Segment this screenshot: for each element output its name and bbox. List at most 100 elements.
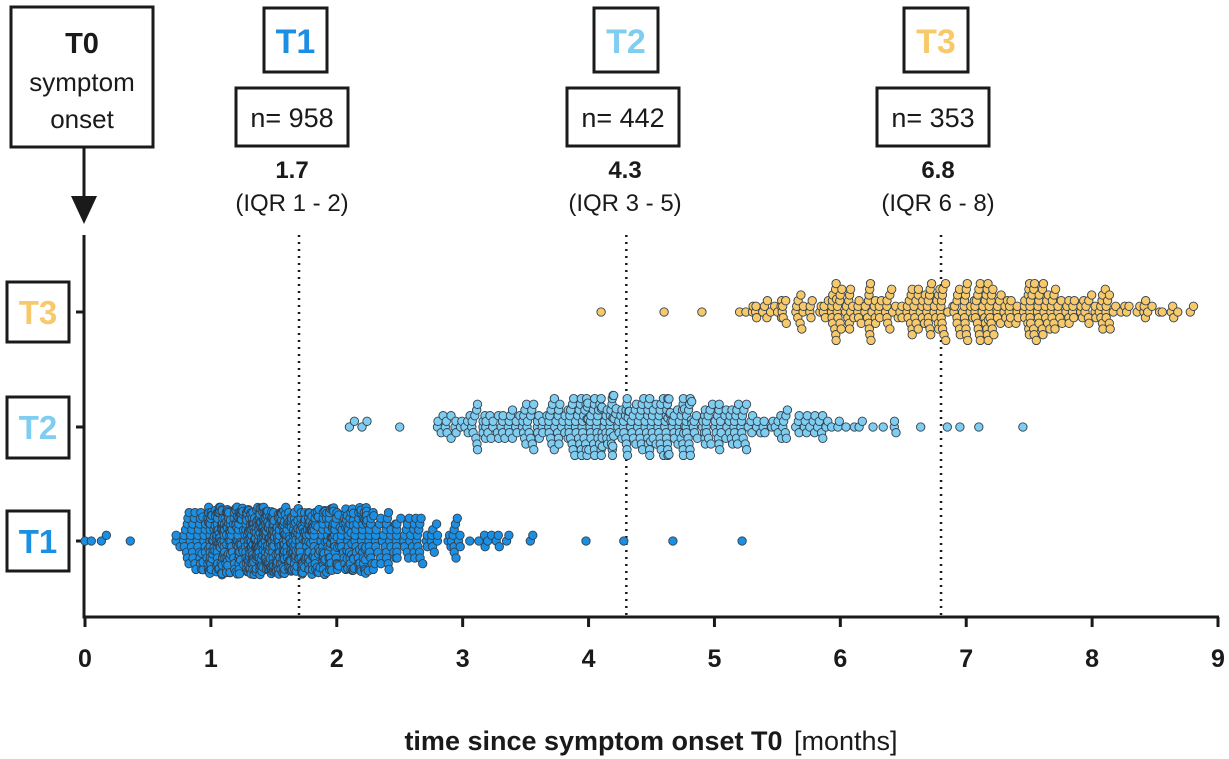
data-point-t2 — [622, 393, 632, 404]
data-point-t2 — [529, 399, 539, 409]
data-point-t2 — [741, 445, 752, 455]
x-tick-label: 0 — [78, 645, 92, 673]
x-axis-ticks: 0 1 2 3 4 5 6 7 8 9 — [76, 310, 1225, 673]
data-point-t3 — [751, 301, 761, 311]
data-point-t2 — [759, 416, 769, 426]
x-tick-label: 8 — [1085, 645, 1099, 673]
data-point-t2 — [685, 450, 696, 461]
x-tick-label: 1 — [204, 645, 218, 673]
data-point-t3 — [885, 324, 895, 334]
y-category-box-t3 — [5, 280, 71, 344]
data-point-t2 — [349, 416, 360, 426]
data-point-t3 — [1087, 290, 1097, 300]
data-point-t3 — [697, 307, 707, 317]
data-point-t2 — [609, 390, 619, 401]
data-point-t3 — [797, 324, 807, 334]
data-point-t3 — [887, 284, 897, 294]
data-point-t3 — [837, 284, 847, 294]
data-point-t2 — [596, 450, 606, 461]
data-point-t3 — [975, 278, 985, 289]
data-point-t2 — [741, 399, 752, 409]
phase-header-t2: T2 n= 442 4.3 (IQR 3 - 5) — [565, 6, 682, 217]
data-point-t3 — [1124, 301, 1134, 311]
median-value-t2: 4.3 — [608, 157, 641, 184]
data-point-t2 — [608, 441, 618, 451]
data-point-t1 — [455, 530, 465, 540]
data-point-t3 — [1029, 278, 1040, 289]
data-point-t2 — [607, 450, 618, 461]
data-point-t3 — [762, 296, 773, 306]
data-point-t2 — [507, 405, 518, 415]
data-point-t2 — [569, 393, 579, 404]
t0-box — [9, 5, 155, 149]
data-point-t2 — [472, 445, 483, 455]
data-point-t2 — [664, 394, 674, 404]
data-point-t2 — [714, 399, 724, 409]
data-point-t1 — [384, 564, 394, 575]
n-label-t3: n= 353 — [891, 103, 974, 133]
data-point-t3 — [854, 296, 864, 306]
data-point-t2 — [818, 433, 828, 443]
data-point-t2 — [362, 416, 372, 426]
data-point-t3 — [983, 335, 993, 346]
data-point-t3 — [1168, 301, 1178, 311]
data-point-t1 — [465, 536, 475, 546]
data-point-t1 — [383, 507, 394, 518]
x-axis-label-unit: [months] — [794, 726, 898, 756]
data-point-t3 — [926, 278, 937, 289]
data-point-t3 — [913, 284, 924, 294]
iqr-label-t1: (IQR 1 - 2) — [235, 190, 348, 217]
x-tick-label: 2 — [330, 645, 344, 673]
data-point-t2 — [782, 405, 793, 415]
n-label-t1: n= 958 — [250, 103, 333, 133]
data-point-t3 — [1188, 301, 1199, 311]
data-point-t2 — [817, 411, 828, 421]
x-tick-label: 6 — [833, 645, 847, 673]
data-point-t3 — [963, 335, 973, 346]
data-point-t3 — [962, 278, 972, 289]
t0-title: T0 — [65, 28, 99, 60]
data-point-t3 — [988, 284, 998, 294]
y-category-label-t2: T2 — [19, 409, 58, 446]
phase-title-t1: T1 — [276, 23, 316, 61]
phase-title-box-t2 — [592, 6, 660, 74]
data-point-t3 — [807, 296, 817, 306]
data-point-t2 — [596, 393, 606, 404]
x-tick-label: 3 — [456, 645, 470, 673]
data-point-t3 — [1038, 330, 1048, 340]
data-point-t3 — [781, 296, 791, 306]
data-point-t2 — [891, 428, 901, 438]
x-tick-label: 5 — [707, 645, 721, 673]
data-point-t2 — [687, 396, 697, 407]
data-point-t1 — [431, 519, 442, 529]
data-point-t2 — [554, 439, 564, 449]
data-point-t1 — [619, 536, 629, 546]
data-point-t3 — [926, 330, 936, 340]
data-point-t2 — [692, 433, 703, 443]
data-point-t3 — [845, 284, 856, 294]
data-point-t3 — [865, 278, 876, 289]
data-point-t1 — [581, 536, 591, 546]
data-point-t3 — [866, 335, 876, 346]
data-point-t2 — [760, 428, 770, 438]
median-value-t1: 1.7 — [275, 157, 308, 184]
t0-subtitle-line2: onset — [50, 104, 114, 134]
data-point-t2 — [488, 416, 498, 426]
data-point-t3 — [806, 313, 816, 323]
data-point-t3 — [596, 307, 606, 317]
data-point-t1 — [504, 530, 514, 540]
t0-subtitle-line1: symptom — [29, 67, 134, 97]
t0-reference: T0 symptom onset — [9, 5, 155, 224]
data-point-t1 — [494, 542, 504, 552]
data-point-t3 — [1157, 307, 1167, 317]
data-point-t1 — [125, 536, 135, 546]
data-point-t2 — [395, 422, 405, 432]
data-point-t2 — [1018, 422, 1028, 432]
median-value-t3: 6.8 — [921, 157, 954, 184]
data-point-t2 — [942, 422, 952, 432]
iqr-label-t3: (IQR 6 - 8) — [881, 190, 994, 217]
data-point-t2 — [834, 416, 844, 426]
data-point-t3 — [1069, 296, 1080, 306]
phase-header-t3: T3 n= 353 6.8 (IQR 6 - 8) — [875, 6, 995, 217]
